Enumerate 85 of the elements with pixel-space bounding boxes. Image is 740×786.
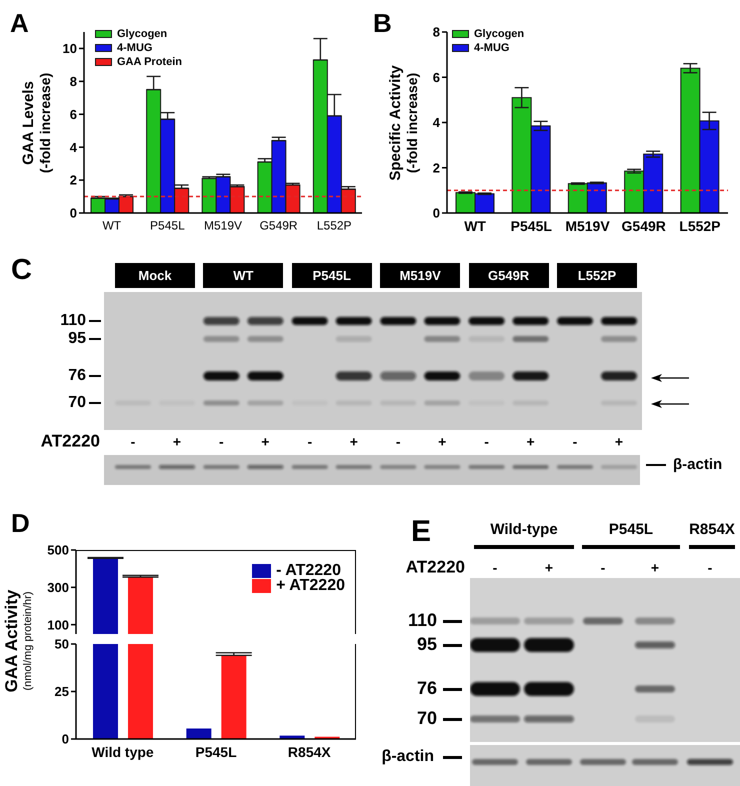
y-tick-label: 50 — [54, 636, 69, 652]
bar — [221, 655, 246, 739]
category-label: G549R — [488, 267, 530, 283]
y-tick-label: 6 — [70, 106, 77, 122]
text: 76 — [416, 678, 437, 699]
category-label: P545L — [312, 267, 351, 283]
y-axis-title: GAA Levels (-fold increase) — [20, 72, 54, 173]
x-tick-label: P545L — [150, 218, 186, 233]
text: β-actin — [673, 456, 722, 474]
y-tick-label: 2 — [432, 160, 440, 176]
text: + — [650, 559, 660, 576]
category-label: L552P — [578, 267, 616, 283]
y-tick-label: 0 — [70, 206, 77, 221]
x-tick-label: WT — [102, 218, 122, 233]
text: + — [526, 433, 535, 450]
y-tick-label: 8 — [432, 24, 440, 40]
text: + — [172, 433, 182, 450]
category-label: Mock — [138, 267, 172, 283]
legend-label: GAA Protein — [117, 56, 182, 68]
y-tick-label: 4 — [432, 115, 441, 130]
category-label: R854X — [689, 520, 735, 538]
text: + — [350, 433, 358, 450]
text: β-actin — [382, 748, 434, 766]
y-tick-label: 25 — [54, 684, 69, 700]
x-tick-label: M519V — [204, 218, 242, 233]
text: 110 — [60, 312, 86, 330]
category-label: M519V — [400, 267, 441, 283]
text: AT2220 — [406, 558, 465, 578]
y-tick-label: 10 — [62, 41, 77, 56]
text: 110 — [408, 610, 437, 631]
bar — [186, 728, 212, 739]
text: 70 — [68, 394, 86, 412]
text: + — [544, 559, 554, 576]
text: - — [600, 559, 606, 576]
y-tick-label: 2 — [70, 172, 77, 188]
x-tick-label: R854X — [288, 744, 332, 760]
text: C — [11, 254, 32, 286]
text: - — [572, 433, 578, 450]
text: + — [438, 433, 446, 450]
text: - — [396, 433, 401, 450]
y-tick-label: 300 — [47, 580, 69, 595]
chart-title: D — [11, 508, 30, 538]
y-tick-label: 0 — [432, 206, 440, 221]
text: - — [130, 433, 136, 450]
y-axis-title: GAA Activity (nmol/mg protein/hr) — [2, 590, 35, 692]
legend-label: + AT2220 — [276, 576, 345, 594]
x-tick-label: P545L — [195, 744, 238, 760]
text: - — [484, 433, 489, 450]
text: - — [708, 559, 712, 576]
text: 95 — [416, 634, 437, 655]
x-tick-label: L552P — [316, 218, 352, 233]
text: E — [411, 515, 432, 548]
y-tick-label: 100 — [47, 617, 69, 632]
legend-label: 4-MUG — [117, 42, 152, 54]
y-tick-label: 6 — [432, 70, 440, 85]
category-label: WT — [233, 267, 254, 283]
x-tick-label: G549R — [260, 218, 298, 233]
y-tick-label: 0 — [62, 732, 69, 747]
text: + — [614, 433, 624, 450]
x-tick-label: M519V — [565, 218, 610, 234]
chart-title: A — [10, 8, 29, 38]
legend-label: Glycogen — [117, 28, 168, 40]
legend-label: Glycogen — [474, 28, 524, 40]
x-tick-label: WT — [464, 218, 486, 234]
legend-label: 4-MUG — [474, 42, 510, 54]
y-tick-label: 4 — [70, 140, 78, 155]
category-label: Wild-type — [490, 520, 558, 538]
legend-label: - AT2220 — [276, 562, 341, 579]
y-tick-label: 500 — [47, 542, 69, 558]
text: - — [307, 433, 312, 450]
x-tick-label: G549R — [622, 218, 666, 234]
x-tick-label: L552P — [679, 218, 721, 234]
chart-title: B — [373, 8, 392, 38]
x-tick-label: P545L — [510, 218, 552, 234]
text: - — [492, 559, 498, 576]
text: 76 — [68, 367, 86, 385]
y-tick-label: 8 — [70, 74, 77, 89]
category-label: P545L — [608, 520, 654, 538]
text: AT2220 — [40, 432, 100, 452]
x-tick-label: Wild type — [92, 744, 154, 760]
text: - — [219, 433, 224, 450]
text: 70 — [416, 708, 437, 729]
text: + — [261, 433, 270, 450]
y-axis-title: Specific Activity (-fold increase) — [387, 64, 421, 180]
text: 95 — [68, 330, 86, 348]
